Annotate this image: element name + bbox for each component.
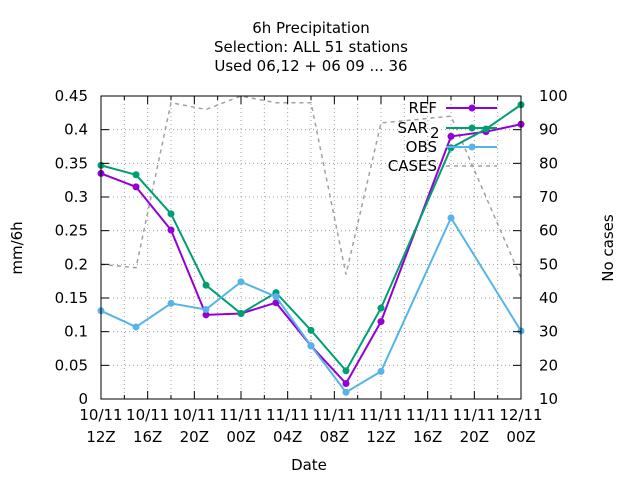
x-tick-label-date: 11/11	[359, 406, 402, 424]
legend-label-cases: CASES	[388, 157, 437, 175]
x-tick-label-date: 11/11	[453, 406, 496, 424]
x-tick-label-hour: 04Z	[273, 428, 302, 446]
data-point-ref	[377, 318, 385, 326]
data-point-sar	[342, 367, 350, 375]
data-point-sar	[132, 171, 140, 179]
data-point-ref	[447, 132, 455, 140]
data-point-sar	[307, 326, 315, 334]
y2-axis-title: No cases	[599, 214, 617, 282]
x-tick-label-hour: 00Z	[506, 428, 535, 446]
x-tick-label-date: 10/11	[173, 406, 216, 424]
data-point-sar	[237, 309, 245, 317]
y2-tick-label: 80	[539, 154, 558, 172]
y2-tick-label: 20	[539, 356, 558, 374]
x-tick-label-hour: 00Z	[226, 428, 255, 446]
y-tick-label: 0.05	[55, 356, 88, 374]
y2-tick-label: 100	[539, 87, 568, 105]
grid	[101, 96, 521, 399]
legend-marker-obs	[468, 143, 476, 151]
x-tick-label-date: 11/11	[313, 406, 356, 424]
y-tick-label: 0.1	[64, 323, 88, 341]
data-point-obs	[342, 388, 350, 396]
x-tick-label-date: 10/11	[126, 406, 169, 424]
data-point-sar	[167, 210, 175, 218]
data-point-obs	[132, 323, 140, 331]
y-axis-title: mm/6h	[8, 221, 26, 274]
data-point-sar	[377, 304, 385, 312]
x-axis-title: Date	[291, 456, 327, 474]
x-tick-label-hour: 20Z	[460, 428, 489, 446]
y-tick-label: 0.2	[64, 255, 88, 273]
data-point-obs	[447, 214, 455, 222]
x-tick-label-hour: 12Z	[366, 428, 395, 446]
plot-border	[100, 95, 522, 400]
data-point-sar	[202, 281, 210, 289]
title-line: Selection: ALL 51 stations	[214, 38, 408, 56]
legend-marker-sar	[468, 124, 476, 132]
x-tick-label-hour: 08Z	[320, 428, 349, 446]
x-tick-label-date: 12/11	[499, 406, 542, 424]
y2-tick-label: 10	[539, 390, 558, 408]
series-line-ref	[100, 123, 522, 386]
y-tick-label: 0	[78, 390, 88, 408]
x-tick-label-date: 11/11	[406, 406, 449, 424]
title-line: Used 06,12 + 06 09 ... 36	[214, 57, 407, 75]
x-tick-label-hour: 16Z	[133, 428, 162, 446]
legend-marker-ref	[468, 104, 476, 112]
data-point-obs	[167, 299, 175, 307]
data-point-ref	[202, 311, 210, 319]
series-line-sar	[100, 103, 522, 373]
series-line-cases	[100, 95, 522, 279]
y2-tick-label: 60	[539, 222, 558, 240]
data-point-obs	[202, 305, 210, 313]
x-tick-label-hour: 20Z	[180, 428, 209, 446]
x-tick-label-date: 11/11	[219, 406, 262, 424]
title-line: 6h Precipitation	[252, 19, 370, 37]
x-tick-label-date: 11/11	[266, 406, 309, 424]
y2-tick-label: 70	[539, 188, 558, 206]
x-tick-label-hour: 12Z	[86, 428, 115, 446]
legend-label-sar: SAR	[398, 119, 428, 137]
data-point-ref	[272, 299, 280, 307]
x-tick-label-hour: 16Z	[413, 428, 442, 446]
data-point-ref	[167, 226, 175, 234]
y-tick-label: 0.45	[55, 87, 88, 105]
y2-tick-label: 50	[539, 255, 558, 273]
y-tick-label: 0.4	[64, 121, 88, 139]
series-lines	[97, 95, 525, 396]
y2-tick-label: 30	[539, 323, 558, 341]
data-point-obs	[237, 278, 245, 286]
data-point-obs	[377, 367, 385, 375]
y-tick-label: 0.35	[55, 154, 88, 172]
data-point-ref	[342, 380, 350, 388]
data-point-obs	[307, 342, 315, 350]
y2-tick-label: 90	[539, 121, 558, 139]
legend-label-ref: REF	[408, 99, 437, 117]
y-tick-label: 0.15	[55, 289, 88, 307]
y2-tick-label: 40	[539, 289, 558, 307]
x-tick-label-date: 10/11	[79, 406, 122, 424]
data-point-obs	[272, 293, 280, 301]
axis-ticks: 0 0.05 0.1 0.15 0.2 0.25 0.3 0.35 0.4 0.45 10 20 30 4…	[55, 87, 568, 446]
data-point-ref	[132, 183, 140, 191]
legend-label-subscript: 2	[430, 124, 440, 142]
legend-label-obs: OBS	[406, 138, 437, 156]
y-tick-label: 0.3	[64, 188, 88, 206]
y-tick-label: 0.25	[55, 222, 88, 240]
